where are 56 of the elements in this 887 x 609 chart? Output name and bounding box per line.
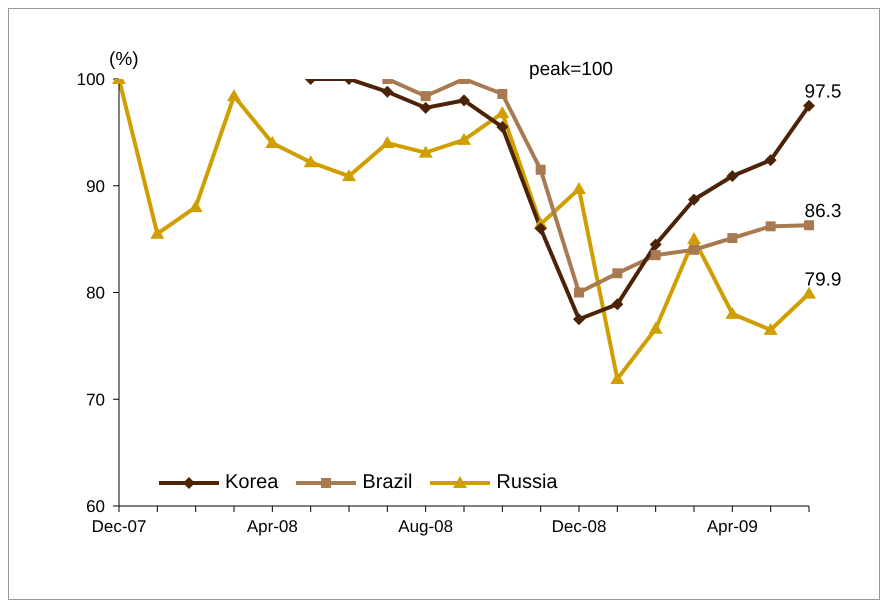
point [687,232,701,244]
y-tick-label: 100 [76,70,105,90]
point [342,169,356,182]
point [688,194,700,206]
point [458,94,470,106]
point [764,322,778,335]
point [726,170,738,182]
point [611,298,624,310]
point [536,164,546,175]
point [610,372,624,384]
point [188,200,203,212]
point [381,86,394,98]
point [150,226,164,239]
point [804,220,814,230]
point [420,91,431,102]
point [727,233,738,244]
x-tick-label: Dec-07 [92,517,146,536]
y-tick-label: 90 [86,176,105,196]
point [689,244,699,255]
point [534,222,547,234]
point [766,221,776,232]
point [497,88,508,99]
data-label: 86.3 [804,201,842,222]
y-tick-label: 80 [86,284,105,303]
annotation: peak=100 [529,59,613,81]
point [304,155,318,168]
point [420,102,432,114]
point [573,313,585,326]
text: (%) [109,49,139,71]
x-tick-label: Apr-08 [246,517,298,536]
x-tick-label: Aug-08 [398,517,454,536]
x-tick-label: Dec-08 [552,517,606,536]
legend-label: Brazil [362,471,412,494]
data-label: 79.9 [804,270,842,291]
y-tick-label: 60 [86,497,105,516]
point [725,306,740,319]
point [764,154,777,166]
point [418,146,433,158]
point [496,121,508,134]
point [572,182,586,194]
point [648,322,663,334]
y-tick-label: 70 [86,390,105,410]
legend-label: Korea [225,471,278,494]
point [265,136,280,148]
point [574,288,584,298]
point [380,136,394,148]
point [803,100,815,112]
legend-label: Russia [496,471,558,494]
point [802,286,816,299]
point [457,132,471,145]
point [612,268,622,278]
point [650,250,661,260]
point [227,89,241,102]
data-label: 97.5 [804,82,842,103]
x-tick-label: Apr-09 [706,517,758,536]
point [650,238,662,250]
